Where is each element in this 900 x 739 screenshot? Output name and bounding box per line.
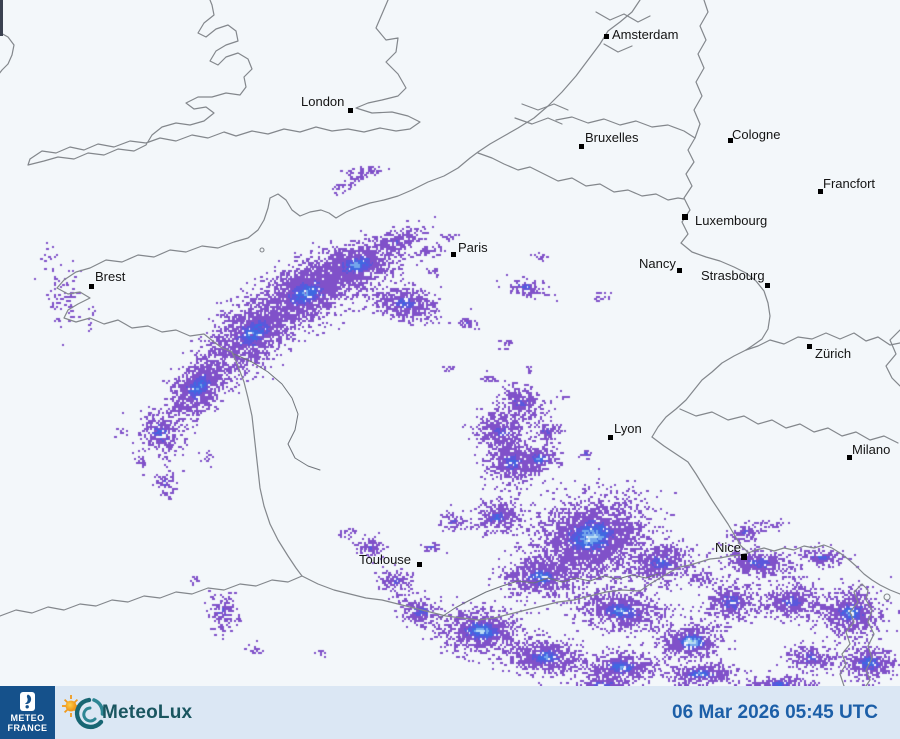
city-label-milano: Milano (852, 442, 891, 457)
city-marker-amsterdam (604, 34, 609, 39)
coast-ijsselmeer-2 (603, 43, 633, 53)
city-label-amsterdam: Amsterdam (612, 27, 679, 42)
city-marker-toulouse (417, 562, 422, 567)
map-area: Amsterdam London Bruxelles Cologne Francfort… (0, 0, 900, 686)
estuary-zeeland-2 (514, 117, 563, 125)
city-marker-lyon (608, 435, 613, 440)
swirl-arc-right (92, 697, 105, 716)
border-france-belgium (477, 152, 685, 201)
swirl-arc-left (74, 697, 104, 729)
city-label-luxembourg: Luxembourg (695, 213, 768, 228)
city-marker-luxembourg (682, 214, 688, 220)
city-marker-paris (451, 252, 456, 257)
city-label-zürich: Zürich (815, 346, 852, 361)
meteo-france-wordmark-line1: METEO (10, 713, 45, 723)
border-france-spain (301, 575, 641, 621)
island-channel (259, 247, 265, 253)
city-layer: Amsterdam London Bruxelles Cologne Francfort… (89, 27, 891, 567)
city-label-paris: Paris (458, 240, 488, 255)
city-marker-cologne (728, 138, 733, 143)
city-label-london: London (301, 94, 345, 109)
border-belgium-netherlands (555, 116, 696, 139)
border-austria-edge (885, 329, 900, 387)
city-marker-london (348, 108, 353, 113)
border-france-germany-rhine (680, 242, 771, 351)
footer-bar: METEO FRANCE (0, 686, 900, 739)
border-switzerland-north (745, 332, 900, 351)
coastline-great-britain (27, 0, 421, 166)
coastline-corsica-east (861, 583, 875, 686)
city-marker-nancy (677, 268, 682, 273)
city-marker-bruxelles (579, 144, 584, 149)
coastline-ireland-fragment (0, 31, 15, 74)
city-label-brest: Brest (95, 269, 126, 284)
swirl-arc-inner (82, 706, 97, 722)
meteolux-wordmark: MeteoLux (102, 701, 193, 723)
timestamp: 06 Mar 2026 05:45 UTC (672, 701, 878, 723)
city-label-bruxelles: Bruxelles (585, 130, 639, 145)
coastline-corsica-west (839, 583, 863, 686)
sun-disc (65, 700, 77, 711)
city-label-cologne: Cologne (732, 127, 781, 142)
city-marker-strasbourg (765, 283, 770, 288)
estuary-zeeland-1 (521, 103, 569, 111)
city-label-lyon: Lyon (614, 421, 642, 436)
coastline-continental-west (0, 0, 641, 617)
map-borders-layer (0, 0, 900, 686)
border-switzerland-france (651, 349, 747, 438)
meteolux-logo: MeteoLux (59, 689, 192, 737)
border-belgium-germany-luxembourg (680, 137, 696, 244)
city-marker-nice (741, 554, 747, 560)
city-label-nice: Nice (715, 540, 742, 555)
border-france-italy (651, 436, 749, 553)
city-marker-francfort (818, 189, 823, 194)
meteo-france-icon (20, 692, 35, 711)
meteolux-sun-swirl-icon (62, 694, 105, 729)
city-label-strasbourg: Strasbourg (701, 268, 765, 283)
border-netherlands-germany (693, 0, 709, 139)
city-marker-zürich (807, 344, 812, 349)
meteo-france-wordmark-line2: FRANCE (7, 723, 48, 733)
coastline-mediterranean (639, 544, 900, 595)
city-marker-brest (89, 284, 94, 289)
city-label-nancy: Nancy (639, 256, 676, 271)
city-label-toulouse: Toulouse (359, 552, 412, 567)
city-label-francfort: Francfort (823, 176, 876, 191)
coast-ijsselmeer-1 (595, 11, 651, 23)
meteo-france-logo: METEO FRANCE (0, 686, 55, 739)
city-marker-milano (847, 455, 852, 460)
river-garonne (439, 573, 659, 619)
river-loire (233, 353, 321, 471)
radar-precipitation-layer (0, 0, 900, 686)
island-elba (883, 593, 891, 601)
border-switzerland-italy (679, 408, 899, 444)
map-edge-artifact (0, 0, 3, 36)
